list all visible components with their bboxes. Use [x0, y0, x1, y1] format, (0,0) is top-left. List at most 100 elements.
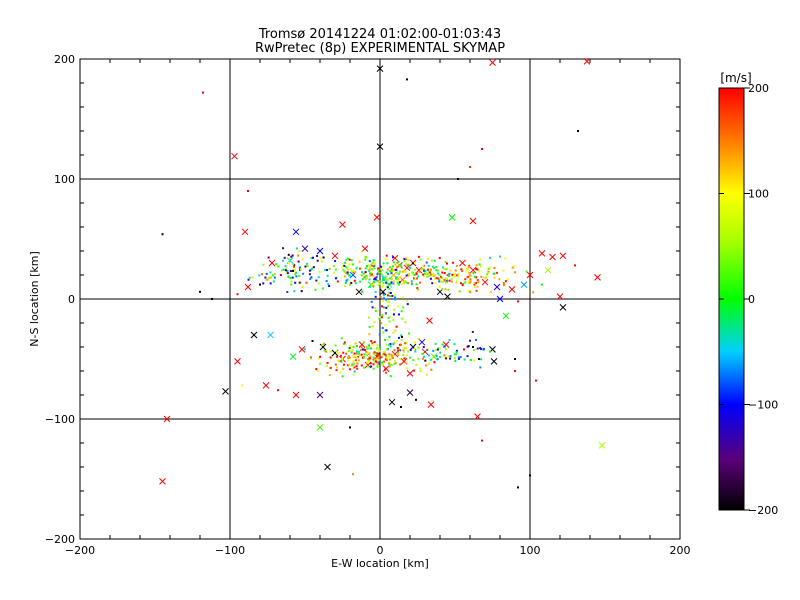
data-point-dot [356, 344, 359, 347]
data-point-dot [299, 268, 302, 271]
data-point-dot [376, 365, 379, 368]
data-point-dot [348, 258, 351, 261]
data-point-dot [469, 278, 472, 281]
data-point-dot [342, 351, 345, 354]
data-point-dot [458, 290, 461, 293]
data-point-dot [343, 275, 346, 278]
data-point-dot [417, 357, 420, 360]
data-point-dot [402, 349, 405, 352]
data-point-dot [493, 272, 496, 275]
data-point-dot [262, 282, 265, 285]
data-point-dot [395, 325, 398, 328]
data-point-dot [379, 265, 382, 268]
data-point-dot [381, 316, 384, 319]
data-point-dot [377, 267, 380, 270]
data-point-dot [430, 368, 433, 371]
data-point-x [339, 221, 346, 228]
data-point-x [583, 58, 591, 65]
data-point-dot [290, 255, 293, 258]
data-point-x [388, 398, 396, 406]
data-point-dot [345, 352, 348, 355]
data-point-dot [445, 262, 448, 265]
data-point-dot [372, 259, 375, 262]
data-point-dot [383, 279, 386, 282]
x-tick-label: 100 [520, 544, 541, 557]
data-point-dot [480, 358, 483, 361]
data-point-dot [356, 362, 359, 365]
y-tick-label: −200 [45, 533, 75, 546]
data-point-dot [388, 300, 391, 303]
data-point-dot [452, 261, 455, 264]
data-point-dot [408, 266, 411, 269]
data-point-dot [260, 273, 263, 276]
data-point-dot [282, 259, 285, 262]
data-point-dot [358, 350, 361, 353]
data-point-dot [400, 406, 402, 408]
data-point-dot [295, 275, 298, 278]
data-point-dot [294, 281, 297, 284]
data-point-dot [403, 281, 406, 284]
data-point-dot [438, 273, 441, 276]
data-point-dot [317, 276, 320, 279]
data-point-dot [293, 290, 296, 293]
data-point-dot [284, 269, 287, 272]
data-point-dot [391, 356, 394, 359]
data-point-dot [506, 278, 509, 281]
data-point-x [526, 271, 534, 279]
data-point-dot [406, 354, 409, 357]
data-point-dot [388, 283, 391, 286]
data-point-dot [467, 280, 470, 283]
data-point-dot [445, 277, 448, 280]
data-point-x [316, 247, 324, 255]
data-point-dot [469, 166, 471, 168]
data-point-dot [358, 359, 361, 362]
data-point-x [544, 266, 552, 274]
data-point-dot [325, 364, 328, 367]
data-point-dot [264, 276, 267, 279]
data-point-dot [404, 270, 407, 273]
data-point-dot [472, 346, 474, 348]
data-point-dot [340, 354, 343, 357]
data-point-dot [397, 260, 400, 263]
data-point-dot [365, 256, 368, 259]
data-point-dot [341, 357, 344, 360]
data-point-dot [444, 355, 447, 358]
data-point-dot [399, 263, 402, 266]
data-point-dot [453, 275, 456, 278]
data-point-x [324, 463, 331, 471]
data-point-dot [426, 272, 429, 275]
data-point-dot [310, 276, 313, 279]
x-axis-label: E-W location [km] [331, 557, 429, 570]
data-point-dot [447, 288, 450, 291]
data-point-dot [427, 362, 430, 365]
data-point-dot [335, 366, 338, 369]
data-point-dot [426, 257, 429, 260]
data-point-dot [418, 367, 421, 370]
data-point-dot [336, 350, 339, 353]
data-point-dot [407, 273, 410, 276]
data-point-dot [394, 329, 397, 332]
data-point-dot [304, 265, 307, 268]
data-point-dot [352, 271, 355, 274]
data-point-dot [392, 280, 395, 283]
data-point-dot [282, 247, 285, 250]
data-point-x [316, 424, 324, 431]
data-point-dot [350, 281, 353, 284]
data-point-dot [378, 348, 381, 351]
data-point-dot [381, 300, 384, 303]
data-point-dot [382, 293, 385, 296]
data-point-dot [400, 339, 403, 342]
data-point-dot [475, 264, 478, 267]
data-point-dot [390, 272, 393, 275]
data-point-dot [365, 350, 368, 353]
data-point-dot [346, 273, 349, 276]
data-point-dot [493, 276, 496, 279]
data-point-dot [367, 351, 370, 354]
data-point-dot [371, 264, 374, 267]
data-point-dot [316, 255, 319, 258]
x-tick-label: 200 [670, 544, 691, 557]
data-point-dot [353, 270, 356, 273]
data-point-dot [370, 347, 373, 350]
data-point-dot [386, 262, 389, 265]
data-point-dot [382, 262, 385, 265]
